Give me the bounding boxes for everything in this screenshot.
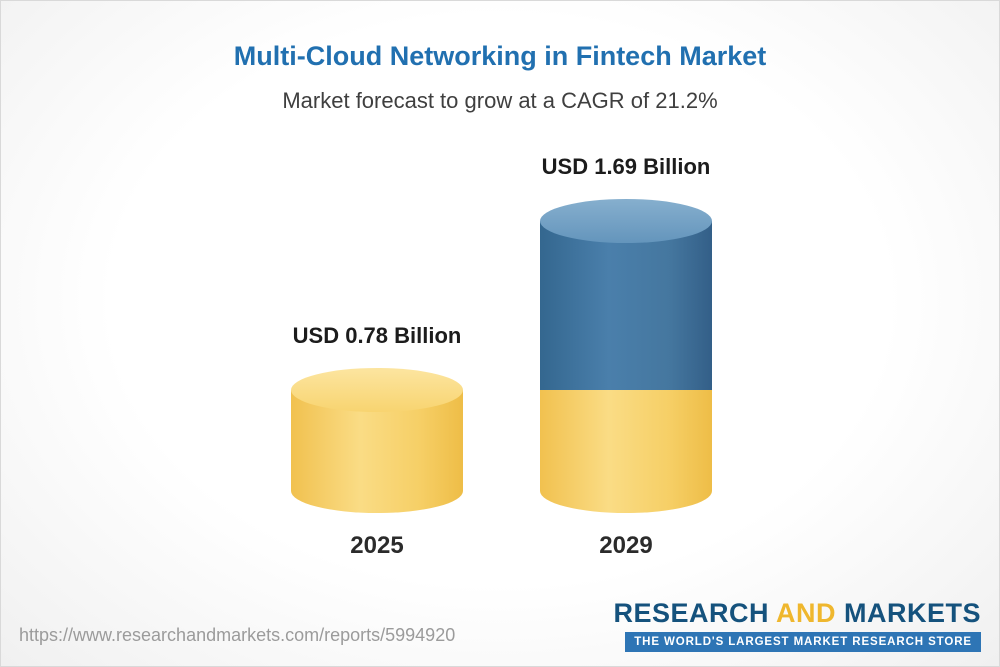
value-label-2029: USD 1.69 Billion [541,154,711,179]
logo-word-and: AND [775,598,836,628]
bar-2025-top-ellipse [291,368,463,412]
bar-2029-base-segment [540,390,712,513]
research-and-markets-logo: RESEARCH AND MARKETS THE WORLD'S LARGEST… [613,598,981,652]
logo-tagline: THE WORLD'S LARGEST MARKET RESEARCH STOR… [625,632,981,652]
chart-subtitle: Market forecast to grow at a CAGR of 21.… [282,88,718,113]
logo-word-research: RESEARCH [613,598,769,628]
logo-wordmark: RESEARCH AND MARKETS [613,598,981,629]
bar-2029 [540,199,712,513]
value-label-2025: USD 0.78 Billion [292,323,462,348]
report-url: https://www.researchandmarkets.com/repor… [19,625,456,645]
x-axis-label-2025: 2025 [350,532,404,559]
logo-word-markets: MARKETS [844,598,981,628]
bar-2025 [291,368,463,513]
x-axis-label-2029: 2029 [599,532,653,559]
chart-title: Multi-Cloud Networking in Fintech Market [233,41,767,71]
bar-2029-top-ellipse [540,199,712,243]
bar-2029-growth-segment [540,221,712,390]
